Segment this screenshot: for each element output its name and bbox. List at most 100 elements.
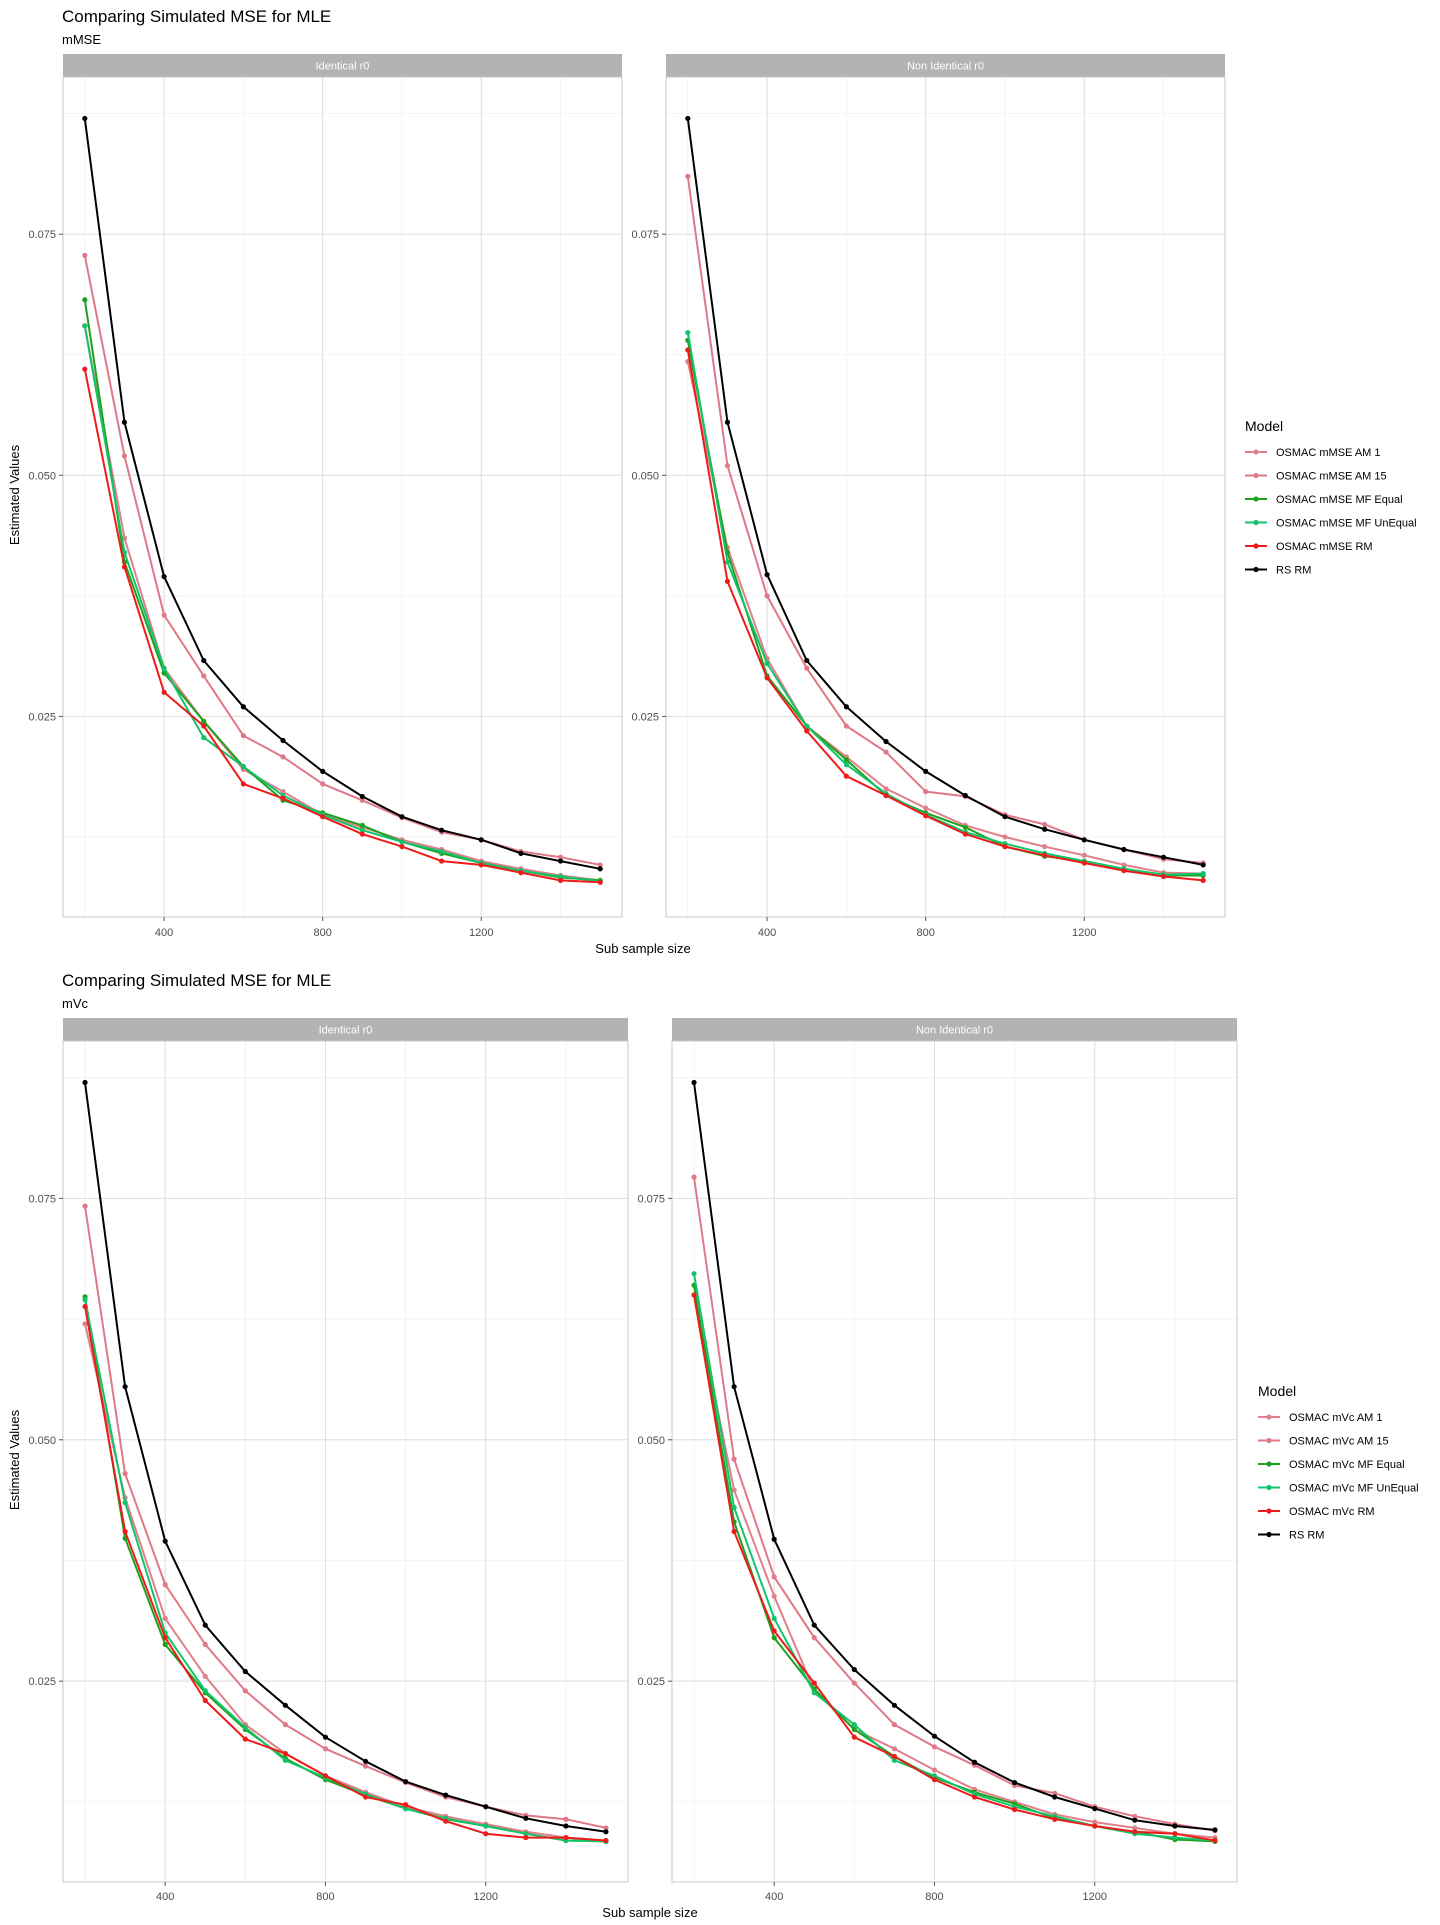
- series-line: [83, 299, 601, 882]
- data-point: [362, 1758, 369, 1764]
- data-point: [724, 578, 731, 584]
- data-point: [1200, 871, 1206, 877]
- data-point: [563, 1816, 569, 1822]
- data-point: [82, 115, 88, 122]
- data-point: [240, 781, 246, 787]
- data-point: [603, 1837, 609, 1844]
- data-point: [280, 737, 286, 744]
- data-point: [82, 366, 88, 372]
- data-point: [403, 1778, 409, 1785]
- data-point: [403, 1802, 409, 1808]
- data-point: [162, 1582, 168, 1588]
- x-tick-label: 400: [155, 927, 173, 939]
- data-point: [891, 1722, 897, 1728]
- data-point: [282, 1757, 288, 1763]
- data-point: [162, 1635, 168, 1641]
- data-point: [771, 1615, 777, 1622]
- data-point: [1160, 854, 1167, 860]
- data-point: [597, 879, 603, 885]
- data-point: [1012, 1806, 1018, 1813]
- data-point: [685, 115, 691, 122]
- data-point: [82, 1321, 88, 1327]
- data-point: [1042, 843, 1048, 850]
- legend-label: RS RM: [1276, 565, 1311, 577]
- data-point: [1092, 1823, 1098, 1829]
- figure-1-panel-2: Non Identical r0 0.025 0.050 0.075 400 800 120…: [631, 54, 1226, 939]
- data-point: [202, 1673, 208, 1679]
- data-point: [1081, 837, 1087, 843]
- data-point: [1052, 1790, 1058, 1796]
- data-point: [121, 549, 128, 556]
- data-point: [843, 773, 849, 779]
- x-tick-label: 800: [925, 1891, 943, 1903]
- data-point: [322, 1746, 329, 1752]
- data-point: [240, 704, 246, 710]
- legend-key-point: [1266, 1484, 1272, 1491]
- data-point: [82, 297, 88, 303]
- data-point: [923, 813, 929, 819]
- data-point: [851, 1734, 857, 1740]
- legend-key-point: [1266, 1531, 1272, 1538]
- data-point: [359, 827, 365, 833]
- data-point: [883, 786, 889, 792]
- data-point: [320, 814, 326, 820]
- data-point: [764, 572, 770, 578]
- data-point: [82, 252, 88, 259]
- data-point: [1081, 852, 1087, 858]
- facet-strip: [63, 1018, 628, 1041]
- data-point: [161, 573, 167, 580]
- data-point: [811, 1690, 817, 1696]
- series-line: [686, 176, 1204, 864]
- data-point: [811, 1622, 817, 1628]
- legend-key-point: [1266, 1508, 1272, 1514]
- data-point: [240, 733, 246, 739]
- x-tick-label: 1200: [474, 1891, 498, 1903]
- figure-2-legend-title: Model: [1258, 1383, 1296, 1399]
- figure-2-x-axis-label: Sub sample size: [602, 1905, 697, 1920]
- data-point: [1200, 877, 1206, 883]
- y-tick-label: 0.025: [28, 711, 56, 723]
- data-point: [771, 1593, 777, 1599]
- series-line: [83, 369, 601, 884]
- data-point: [962, 792, 968, 799]
- data-point: [82, 1079, 88, 1086]
- data-point: [1042, 826, 1048, 832]
- data-point: [240, 763, 246, 770]
- x-tick-label: 400: [156, 1891, 174, 1903]
- data-point: [1012, 1779, 1018, 1786]
- facet-strip-label: Identical r0: [316, 61, 370, 73]
- data-point: [851, 1722, 857, 1728]
- series-line: [83, 325, 601, 883]
- legend-label: OSMAC mMSE AM 1: [1276, 447, 1381, 459]
- series-line: [84, 1205, 607, 1829]
- data-point: [883, 749, 889, 755]
- data-point: [883, 792, 889, 799]
- series-line: [686, 361, 1204, 875]
- x-tick-label: 800: [316, 1891, 334, 1903]
- series-line: [83, 325, 601, 882]
- data-point: [1052, 1794, 1058, 1800]
- legend-key-point: [1253, 566, 1259, 573]
- data-point: [1212, 1827, 1218, 1833]
- data-point: [242, 1688, 248, 1694]
- figure-1-title: Comparing Simulated MSE for MLE: [62, 7, 331, 26]
- data-point: [923, 768, 929, 774]
- data-point: [518, 850, 524, 856]
- facet-strip: [666, 54, 1225, 77]
- data-point: [811, 1635, 817, 1641]
- legend-label: OSMAC mMSE AM 15: [1276, 471, 1387, 483]
- legend-key-point: [1253, 519, 1259, 526]
- data-point: [523, 1834, 529, 1841]
- data-point: [439, 848, 445, 855]
- data-point: [804, 665, 810, 671]
- data-point: [359, 822, 365, 828]
- data-point: [1002, 814, 1008, 820]
- data-point: [563, 1834, 569, 1841]
- figure-1-x-axis-label: Sub sample size: [595, 941, 690, 956]
- data-point: [771, 1628, 777, 1634]
- data-point: [1092, 1806, 1098, 1812]
- data-point: [1042, 821, 1048, 828]
- data-point: [280, 789, 286, 795]
